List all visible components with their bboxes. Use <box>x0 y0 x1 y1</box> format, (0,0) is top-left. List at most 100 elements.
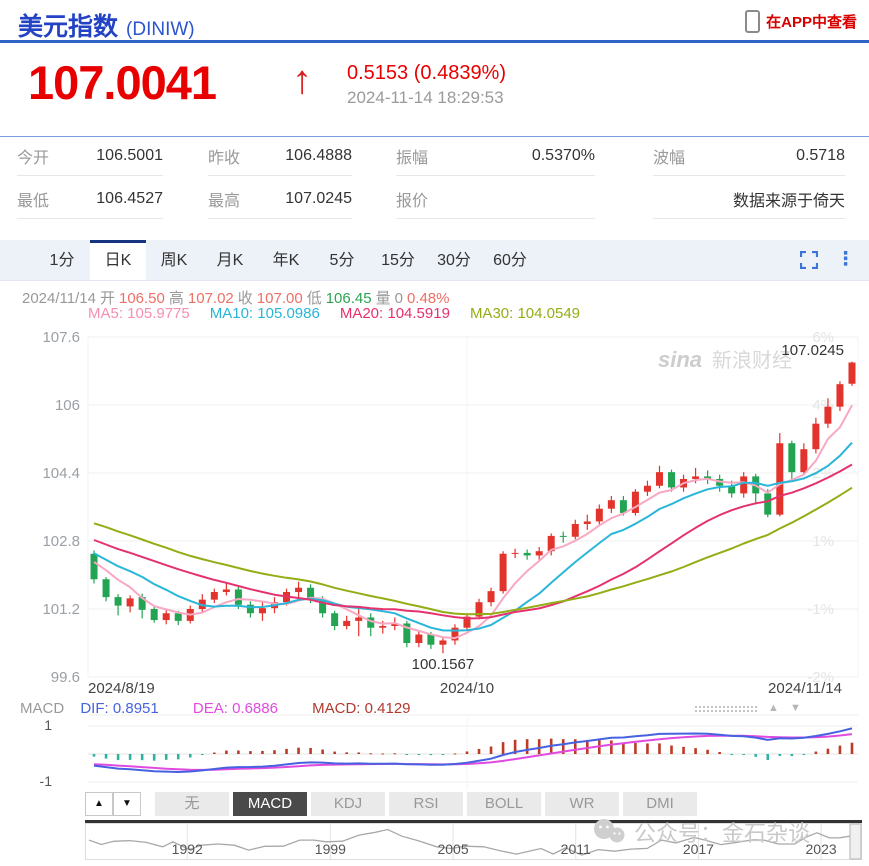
ohlc-label: 量 <box>375 290 391 307</box>
svg-text:-1: -1 <box>40 773 53 789</box>
macd-chart[interactable]: 1 -1 <box>0 714 869 792</box>
svg-text:新浪财经: 新浪财经 <box>712 349 792 372</box>
svg-text:106: 106 <box>55 397 80 414</box>
period-tab-60分[interactable]: 60分 <box>493 252 527 269</box>
stat-cell: 波幅 0.5718 <box>653 143 845 176</box>
indicator-tab-MACD[interactable]: MACD <box>233 792 307 816</box>
stat-label: 波幅 <box>653 150 686 167</box>
ma-readout: MA5: 105.9775 MA10: 105.0986 MA20: 104.591… <box>88 305 600 322</box>
ohlc-value: 106.45 <box>325 290 372 307</box>
panel-up-arrow-icon[interactable]: ▲ <box>768 702 779 714</box>
svg-text:102.8: 102.8 <box>42 533 80 550</box>
svg-text:2011: 2011 <box>561 841 591 857</box>
ohlc-label: 开 <box>99 290 115 307</box>
ohlc-readout: 2024/11/14 开 106.50 高 107.02 收 107.00 低 106.45 量 0… <box>22 287 454 308</box>
stat-label: 振幅 <box>396 150 429 167</box>
stat-cell: 昨收 106.4888 <box>208 143 352 176</box>
stat-value: 107.0245 <box>285 190 352 207</box>
stat-value: 0.5718 <box>796 147 845 164</box>
price-up-arrow-icon: ↑ <box>292 58 312 102</box>
fullscreen-icon[interactable] <box>800 251 818 269</box>
svg-text:1999: 1999 <box>315 841 346 857</box>
more-options-icon[interactable]: ⋮ <box>836 249 855 270</box>
svg-text:2024/11/14: 2024/11/14 <box>768 680 842 697</box>
ohlc-label: 收 <box>237 290 253 307</box>
page-title: 美元指数 (DINIW) <box>18 7 195 43</box>
period-tab-月K[interactable]: 月K <box>216 252 244 269</box>
macd-readout: MACD DIF: 0.8951 DEA: 0.6886 MACD: 0.412… <box>20 700 411 717</box>
stats-divider <box>0 136 869 137</box>
stat-cell: 数据来源于倚天 <box>653 186 845 219</box>
ohlc-date: 2024/11/14 <box>22 290 96 307</box>
indicator-tab-BOLL[interactable]: BOLL <box>467 792 541 816</box>
period-tab-30分[interactable]: 30分 <box>437 252 471 269</box>
stat-label: 最高 <box>208 193 241 210</box>
period-tab-15分[interactable]: 15分 <box>381 252 415 269</box>
macd-panel-label: MACD <box>20 700 65 717</box>
svg-text:1%: 1% <box>812 533 834 550</box>
phone-icon <box>745 10 761 33</box>
ohlc-value: 107.02 <box>187 290 234 307</box>
stat-cell: 振幅 0.5370% <box>396 143 595 176</box>
navigator-handle[interactable] <box>849 823 862 860</box>
ma-value: MA20: 104.5919 <box>339 305 450 322</box>
drag-handle-dots-icon[interactable] <box>694 705 758 713</box>
period-tab-年K[interactable]: 年K <box>272 252 300 269</box>
ohlc-value: 106.50 <box>118 290 165 307</box>
ohlc-label: 低 <box>306 290 322 307</box>
svg-text:2005: 2005 <box>437 841 468 857</box>
open-in-app-label: 在APP中查看 <box>766 14 857 31</box>
svg-text:2023: 2023 <box>806 841 837 857</box>
period-tab-1分[interactable]: 1分 <box>49 252 75 269</box>
svg-text:sina: sina <box>658 347 702 372</box>
navigator-range-bar[interactable] <box>85 820 862 823</box>
indicator-collapse-up-button[interactable]: ▲ <box>85 792 113 816</box>
svg-text:1992: 1992 <box>172 841 203 857</box>
open-in-app-link[interactable]: 在APP中查看 <box>745 10 857 33</box>
svg-text:1: 1 <box>44 717 52 733</box>
ma-value: MA5: 105.9775 <box>88 305 190 322</box>
indicator-tab-WR[interactable]: WR <box>545 792 619 816</box>
svg-text:-1%: -1% <box>807 601 834 618</box>
macd-hist-value: MACD: 0.4129 <box>312 700 411 717</box>
period-tab-周K[interactable]: 周K <box>160 252 188 269</box>
stat-value: 106.4888 <box>285 147 352 164</box>
quote-timestamp: 2024-11-14 18:29:53 <box>347 88 504 107</box>
stat-cell: 最高 107.0245 <box>208 186 352 219</box>
instrument-name: 美元指数 <box>18 13 119 41</box>
svg-text:107.0245: 107.0245 <box>781 342 844 359</box>
ohlc-label: 高 <box>168 290 184 307</box>
svg-text:2017: 2017 <box>683 841 714 857</box>
panel-down-arrow-icon[interactable]: ▼ <box>790 702 801 714</box>
svg-text:107.6: 107.6 <box>42 329 80 346</box>
stat-label: 最低 <box>17 193 50 210</box>
stat-label: 报价 <box>396 193 429 210</box>
indicator-tab-DMI[interactable]: DMI <box>623 792 697 816</box>
macd-dea-value: DEA: 0.6886 <box>192 700 278 717</box>
period-tab-日K[interactable]: 日K <box>90 240 146 280</box>
stat-value: 0.5370% <box>531 147 595 164</box>
svg-text:2024/8/19: 2024/8/19 <box>88 680 155 697</box>
period-tabs: 1分 日K 周K 月K 年K 5分 15分 30分 60分 <box>0 240 869 281</box>
stat-value: 数据来源于倚天 <box>732 193 845 210</box>
period-tab-5分[interactable]: 5分 <box>329 252 355 269</box>
candlestick-chart[interactable]: 107.6 6%106 4%104.4 2%102.8 1%101.2 -1%99.6 -2… <box>0 325 869 703</box>
indicator-collapse-down-button[interactable]: ▼ <box>113 792 141 816</box>
ma-value: MA30: 104.0549 <box>469 305 581 322</box>
period-tabbar: 1分 日K 周K 月K 年K 5分 15分 30分 60分 ⋮ <box>0 240 869 281</box>
stat-value: 106.4527 <box>96 190 163 207</box>
header-divider <box>0 40 869 43</box>
macd-dif-value: DIF: 0.8951 <box>80 700 159 717</box>
stat-cell: 今开 106.5001 <box>17 143 163 176</box>
last-price: 107.0041 <box>28 56 217 109</box>
indicator-tab-无[interactable]: 无 <box>155 792 229 816</box>
svg-text:2024/10: 2024/10 <box>440 680 494 697</box>
indicator-tab-RSI[interactable]: RSI <box>389 792 463 816</box>
svg-text:101.2: 101.2 <box>42 601 80 618</box>
svg-text:100.1567: 100.1567 <box>412 656 475 673</box>
ohlc-value: 0 <box>394 290 403 307</box>
navigator-chart[interactable]: 1992 1999 2005 2011 2017 2023 <box>85 823 862 860</box>
ohlc-change-pct: 0.48% <box>406 290 450 307</box>
indicator-tab-KDJ[interactable]: KDJ <box>311 792 385 816</box>
